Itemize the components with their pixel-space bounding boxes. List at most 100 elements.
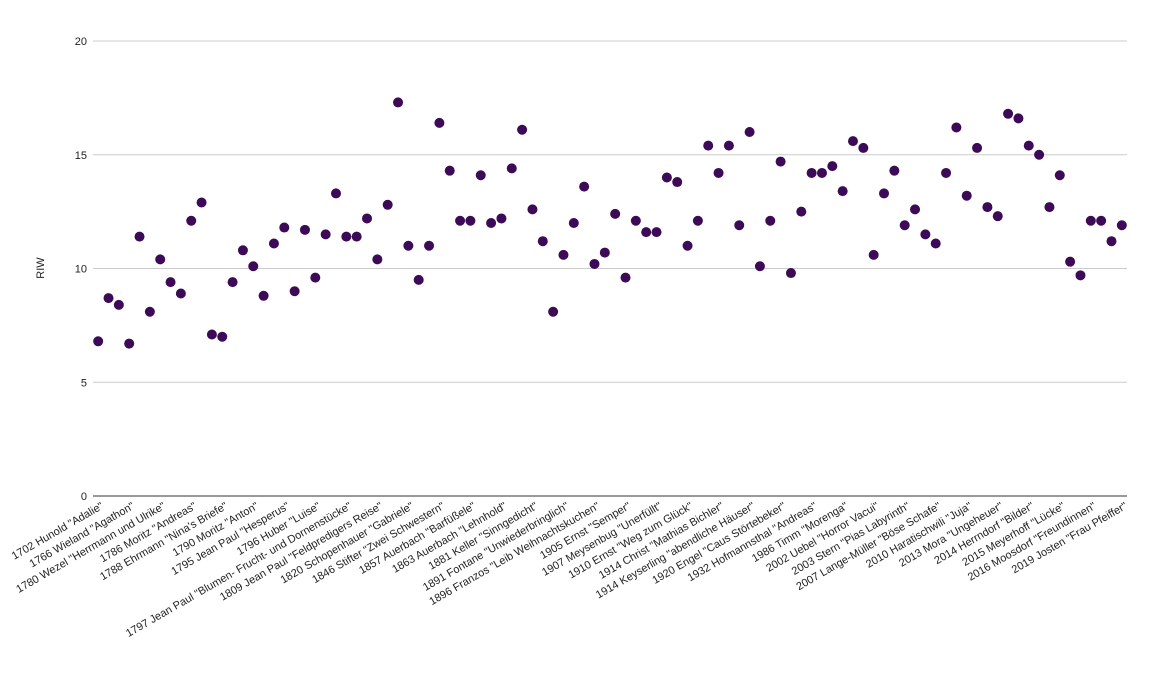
point xyxy=(330,188,341,199)
point xyxy=(568,218,579,228)
point xyxy=(754,261,765,272)
point xyxy=(186,215,197,226)
point xyxy=(1003,108,1014,119)
point xyxy=(103,293,114,304)
point xyxy=(393,97,404,108)
point xyxy=(382,199,393,210)
point xyxy=(268,238,279,249)
point xyxy=(424,240,435,251)
point xyxy=(930,238,941,249)
point xyxy=(465,215,476,226)
point xyxy=(517,124,528,135)
point xyxy=(847,136,858,147)
y-tick-label: 20 xyxy=(75,36,87,48)
point xyxy=(775,156,786,167)
point xyxy=(206,329,217,340)
point xyxy=(196,197,207,208)
point xyxy=(951,122,962,133)
point xyxy=(816,167,827,178)
y-tick-label: 0 xyxy=(81,491,87,503)
point xyxy=(1013,113,1024,124)
point xyxy=(113,299,124,310)
point xyxy=(475,170,486,181)
point xyxy=(486,218,497,228)
point xyxy=(661,172,672,183)
point xyxy=(134,231,145,242)
point xyxy=(455,215,466,226)
point xyxy=(1106,236,1117,247)
point xyxy=(682,240,693,251)
point xyxy=(299,224,310,235)
point xyxy=(279,222,290,233)
point xyxy=(403,240,414,251)
point xyxy=(1054,170,1065,181)
point xyxy=(899,220,910,231)
point xyxy=(1065,256,1076,267)
point xyxy=(372,254,383,265)
point xyxy=(910,204,921,215)
point xyxy=(868,249,879,260)
point xyxy=(992,211,1003,222)
point xyxy=(351,231,362,242)
point xyxy=(227,277,238,288)
point xyxy=(889,165,900,176)
point xyxy=(641,227,652,238)
point xyxy=(941,167,952,178)
point xyxy=(165,277,176,288)
point xyxy=(1116,220,1127,231)
point xyxy=(765,215,776,226)
point xyxy=(548,306,559,317)
point xyxy=(579,181,590,192)
point xyxy=(434,117,445,128)
point xyxy=(413,274,424,285)
point xyxy=(599,247,610,258)
point xyxy=(827,161,838,172)
point xyxy=(1096,215,1107,226)
point xyxy=(155,254,166,265)
point xyxy=(558,249,569,260)
point xyxy=(651,227,662,238)
point xyxy=(527,204,538,215)
point xyxy=(124,338,135,349)
point xyxy=(713,167,724,178)
point xyxy=(506,163,517,174)
point xyxy=(972,142,983,153)
point xyxy=(310,272,321,283)
point xyxy=(93,336,104,347)
y-axis-label: RIW xyxy=(35,257,47,279)
point xyxy=(444,165,455,176)
point xyxy=(723,140,734,151)
point xyxy=(537,236,548,247)
point xyxy=(620,272,631,283)
point xyxy=(630,215,641,226)
y-tick-label: 15 xyxy=(75,150,87,162)
point xyxy=(289,286,300,297)
point xyxy=(1085,215,1096,226)
point xyxy=(858,142,869,153)
point xyxy=(320,229,331,240)
point xyxy=(589,258,600,269)
y-tick-label: 10 xyxy=(75,264,87,276)
point xyxy=(692,215,703,226)
point xyxy=(961,190,972,201)
point xyxy=(879,188,890,199)
point xyxy=(258,290,269,301)
point xyxy=(610,208,621,219)
point xyxy=(796,206,807,217)
point xyxy=(806,167,817,178)
point xyxy=(248,261,259,272)
point xyxy=(920,229,931,240)
point xyxy=(837,186,848,197)
point xyxy=(362,213,373,224)
point xyxy=(785,268,796,279)
point xyxy=(341,231,352,242)
point xyxy=(144,306,155,317)
point xyxy=(1044,202,1055,213)
point xyxy=(496,213,507,224)
point xyxy=(982,202,993,213)
point xyxy=(1023,140,1034,151)
point xyxy=(672,177,683,188)
point xyxy=(734,220,745,231)
point xyxy=(1075,270,1086,281)
